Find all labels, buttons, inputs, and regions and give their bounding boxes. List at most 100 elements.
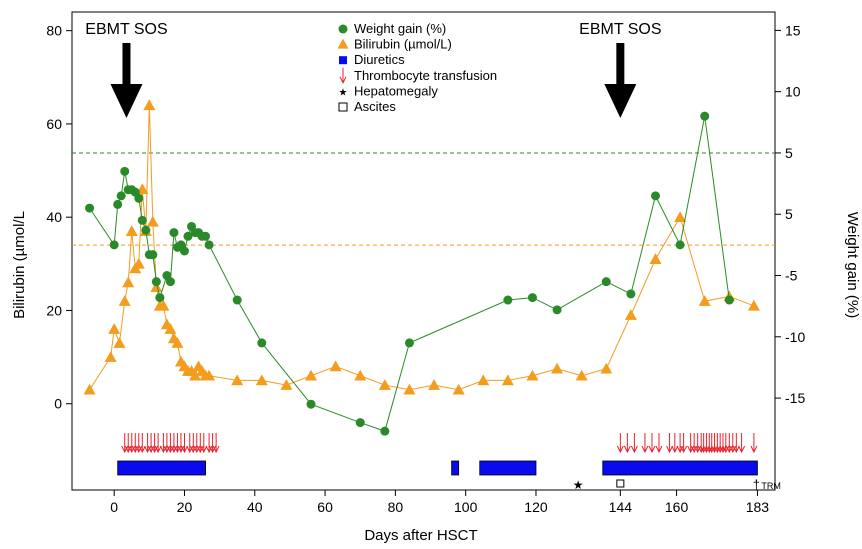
x-tick-label: 144 (609, 499, 633, 515)
y-right-tick-label: -15 (785, 390, 805, 406)
bilirubin-point (150, 281, 163, 292)
bilirubin-point (698, 295, 711, 306)
arrow-head (716, 445, 724, 454)
weight-gain-point (527, 293, 537, 303)
x-tick-label: 60 (317, 499, 333, 515)
arrow-head (708, 445, 716, 454)
ebmt-sos-arrow-head (110, 84, 143, 118)
arrow-head (711, 445, 718, 454)
arrow-head (713, 445, 721, 454)
bilirubin-point (104, 351, 117, 362)
legend-entry: Bilirubin (µmol/L) (337, 37, 452, 52)
arrow-head (212, 445, 220, 454)
bilirubin-point (674, 211, 687, 222)
legend-square-icon (339, 56, 347, 65)
transfusion-arrow (138, 433, 146, 454)
legend-triangle-icon (337, 38, 349, 49)
y-left-tick-label: 60 (46, 116, 62, 132)
bilirubin-point (305, 369, 318, 381)
bilirubin-point (203, 369, 216, 381)
weight-gain-point (183, 231, 193, 241)
y-right-tick-label: 5 (785, 206, 793, 222)
trm-label: TRM (761, 481, 781, 491)
transfusion-arrow (738, 433, 746, 454)
legend-entry: Ascites (338, 99, 396, 114)
x-tick-label: 100 (454, 499, 478, 515)
weight-gain-point (165, 277, 175, 287)
legend-label: Ascites (354, 99, 396, 114)
ebmt-sos-arrow-shaft (616, 43, 625, 85)
bilirubin-point (747, 299, 760, 311)
arrow-head (630, 445, 638, 454)
bilirubin-point (649, 253, 662, 264)
diuretics-bar (479, 460, 537, 476)
reference-lines (72, 152, 775, 246)
arrow-head (641, 445, 649, 454)
transfusion-arrow (648, 433, 656, 454)
transfusion-arrow (711, 433, 718, 454)
weight-gain-point (724, 295, 734, 305)
annotations: EBMT SOS EBMT SOS (85, 21, 662, 118)
weight-gain-point (201, 231, 211, 241)
transfusion-arrow (616, 433, 624, 454)
legend-open-square-icon (338, 102, 348, 112)
weight-gain-point (155, 293, 165, 303)
weight-gain-point (650, 191, 660, 201)
trm-dagger: † (753, 477, 760, 492)
bilirubin-point (146, 215, 159, 227)
transfusion-arrow (680, 433, 688, 454)
legend-entry: Diuretics (339, 52, 405, 67)
arrow-head (738, 445, 746, 454)
y-right-tick-label: 5 (785, 145, 793, 161)
diuretics-bars (117, 460, 758, 476)
legend-arrow-head (339, 76, 347, 84)
arrow-head (671, 445, 679, 454)
y-axis-right: -15 -10 -5 5 5 10 15 (775, 22, 805, 406)
bilirubin-point (143, 99, 156, 111)
weight-gain-point (675, 240, 685, 250)
weight-gain-point (179, 246, 189, 256)
bilirubin-point (171, 337, 184, 348)
weight-gain-point (141, 225, 151, 235)
y-right-tick-label: 10 (785, 84, 801, 100)
arrow-head (655, 445, 663, 454)
arrow-head (138, 445, 146, 454)
weight-gain-point (257, 338, 267, 348)
arrow-head (648, 445, 656, 454)
x-tick-label: 20 (177, 499, 193, 515)
weight-gain-point (601, 277, 611, 287)
transfusion-arrow (641, 433, 649, 454)
transfusion-arrow (732, 433, 740, 454)
ebmt-sos-label: EBMT SOS (579, 21, 661, 38)
transfusion-arrow (630, 433, 638, 454)
bilirubin-point (157, 299, 170, 311)
bilirubin-point (551, 362, 564, 374)
diuretics-bar (117, 460, 206, 476)
x-tick-label: 80 (388, 499, 404, 515)
weight-gain-point (306, 399, 316, 409)
bilirubin-point (255, 374, 268, 386)
bilirubin-point (329, 360, 342, 372)
transfusion-arrow (212, 433, 220, 454)
bilirubin-point (624, 309, 637, 320)
transfusion-arrow (154, 433, 162, 454)
weight-gain-point (137, 215, 147, 225)
ascites-marker (616, 479, 625, 488)
bilirubin-point (113, 337, 126, 348)
diuretics-bar (451, 460, 460, 476)
weight-gain-point (151, 277, 161, 287)
ebmt-sos-label: EBMT SOS (85, 21, 167, 38)
legend-label: Bilirubin (µmol/L) (354, 37, 452, 52)
weight-gain-point (700, 111, 710, 121)
weight-gain-point (85, 203, 95, 213)
legend-star-icon: ★ (339, 87, 348, 98)
x-tick-label: 183 (746, 499, 770, 515)
transfusion-arrow (623, 433, 631, 454)
x-axis: 0 20 40 60 80 100 120 144 160 183 (110, 490, 769, 515)
trm-marker: † TRM (753, 477, 781, 492)
bilirubin-point (378, 379, 391, 390)
x-tick-label: 0 (110, 499, 118, 515)
bilirubin-point (403, 383, 416, 395)
bilirubin-point (83, 383, 96, 395)
weight-gain-point (404, 338, 414, 348)
